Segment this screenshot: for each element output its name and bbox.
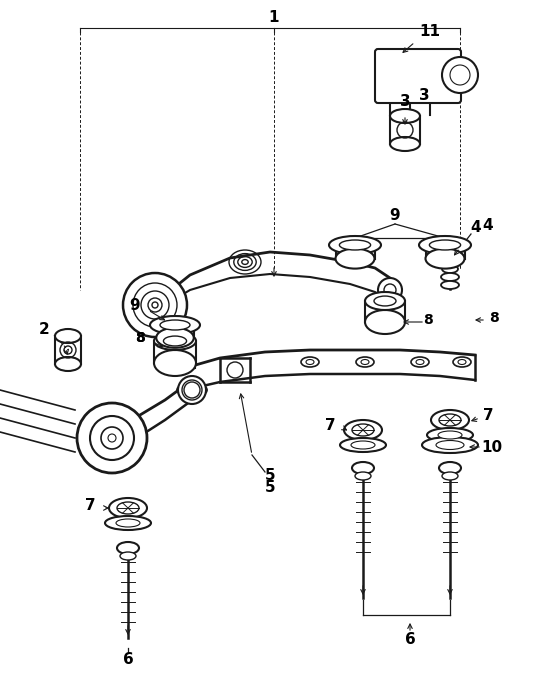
Ellipse shape [55,357,81,371]
Ellipse shape [117,542,139,554]
Ellipse shape [339,240,371,250]
Circle shape [123,273,187,337]
Ellipse shape [425,249,464,269]
Ellipse shape [439,252,461,262]
Ellipse shape [154,350,196,376]
Ellipse shape [301,357,319,367]
FancyBboxPatch shape [375,49,461,103]
Text: 7: 7 [325,417,336,432]
Circle shape [77,403,147,473]
Ellipse shape [336,249,375,269]
Ellipse shape [351,441,375,449]
Ellipse shape [429,240,461,250]
Ellipse shape [390,109,420,123]
Ellipse shape [109,498,147,518]
Ellipse shape [390,137,420,151]
Text: 9: 9 [129,297,141,312]
Ellipse shape [116,519,140,527]
Text: 8: 8 [423,313,433,327]
Ellipse shape [442,472,458,480]
Ellipse shape [344,420,382,440]
Ellipse shape [352,424,374,436]
Ellipse shape [365,310,405,334]
Ellipse shape [352,462,374,474]
Text: 6: 6 [404,632,415,647]
Ellipse shape [436,441,464,449]
Ellipse shape [117,502,139,514]
Text: 3: 3 [419,89,429,104]
Ellipse shape [105,516,151,530]
Ellipse shape [422,437,478,453]
Ellipse shape [441,273,459,281]
Text: 5: 5 [264,481,276,496]
Text: 4: 4 [471,220,482,235]
Ellipse shape [365,292,405,310]
Ellipse shape [355,472,371,480]
Ellipse shape [439,462,461,474]
Text: 1: 1 [269,10,279,25]
Text: 7: 7 [85,499,95,514]
Ellipse shape [439,414,461,426]
Ellipse shape [340,438,386,452]
Ellipse shape [427,428,473,442]
Text: 10: 10 [482,439,503,454]
Text: 9: 9 [390,207,401,222]
Text: 8: 8 [489,311,499,325]
Circle shape [178,376,206,404]
Ellipse shape [374,296,396,306]
Text: 4: 4 [483,218,493,233]
Ellipse shape [441,281,459,289]
Ellipse shape [329,236,381,254]
Ellipse shape [438,431,462,439]
Text: 5: 5 [264,467,276,482]
Ellipse shape [55,329,81,343]
Circle shape [442,57,478,93]
Ellipse shape [160,320,190,330]
Ellipse shape [356,357,374,367]
Ellipse shape [120,552,136,560]
Ellipse shape [154,332,196,350]
Ellipse shape [419,236,471,254]
Text: 8: 8 [135,331,145,345]
Text: 3: 3 [399,95,410,110]
Ellipse shape [442,265,458,273]
Text: 11: 11 [419,25,440,40]
Ellipse shape [150,316,200,334]
Text: 2: 2 [39,323,50,338]
Text: 8: 8 [135,331,145,345]
Text: 7: 7 [483,408,493,423]
Ellipse shape [411,357,429,367]
Ellipse shape [453,357,471,367]
Circle shape [378,278,402,302]
Text: 6: 6 [123,653,133,668]
Ellipse shape [156,328,194,348]
Ellipse shape [431,410,469,430]
Ellipse shape [164,336,187,346]
Ellipse shape [177,383,207,397]
